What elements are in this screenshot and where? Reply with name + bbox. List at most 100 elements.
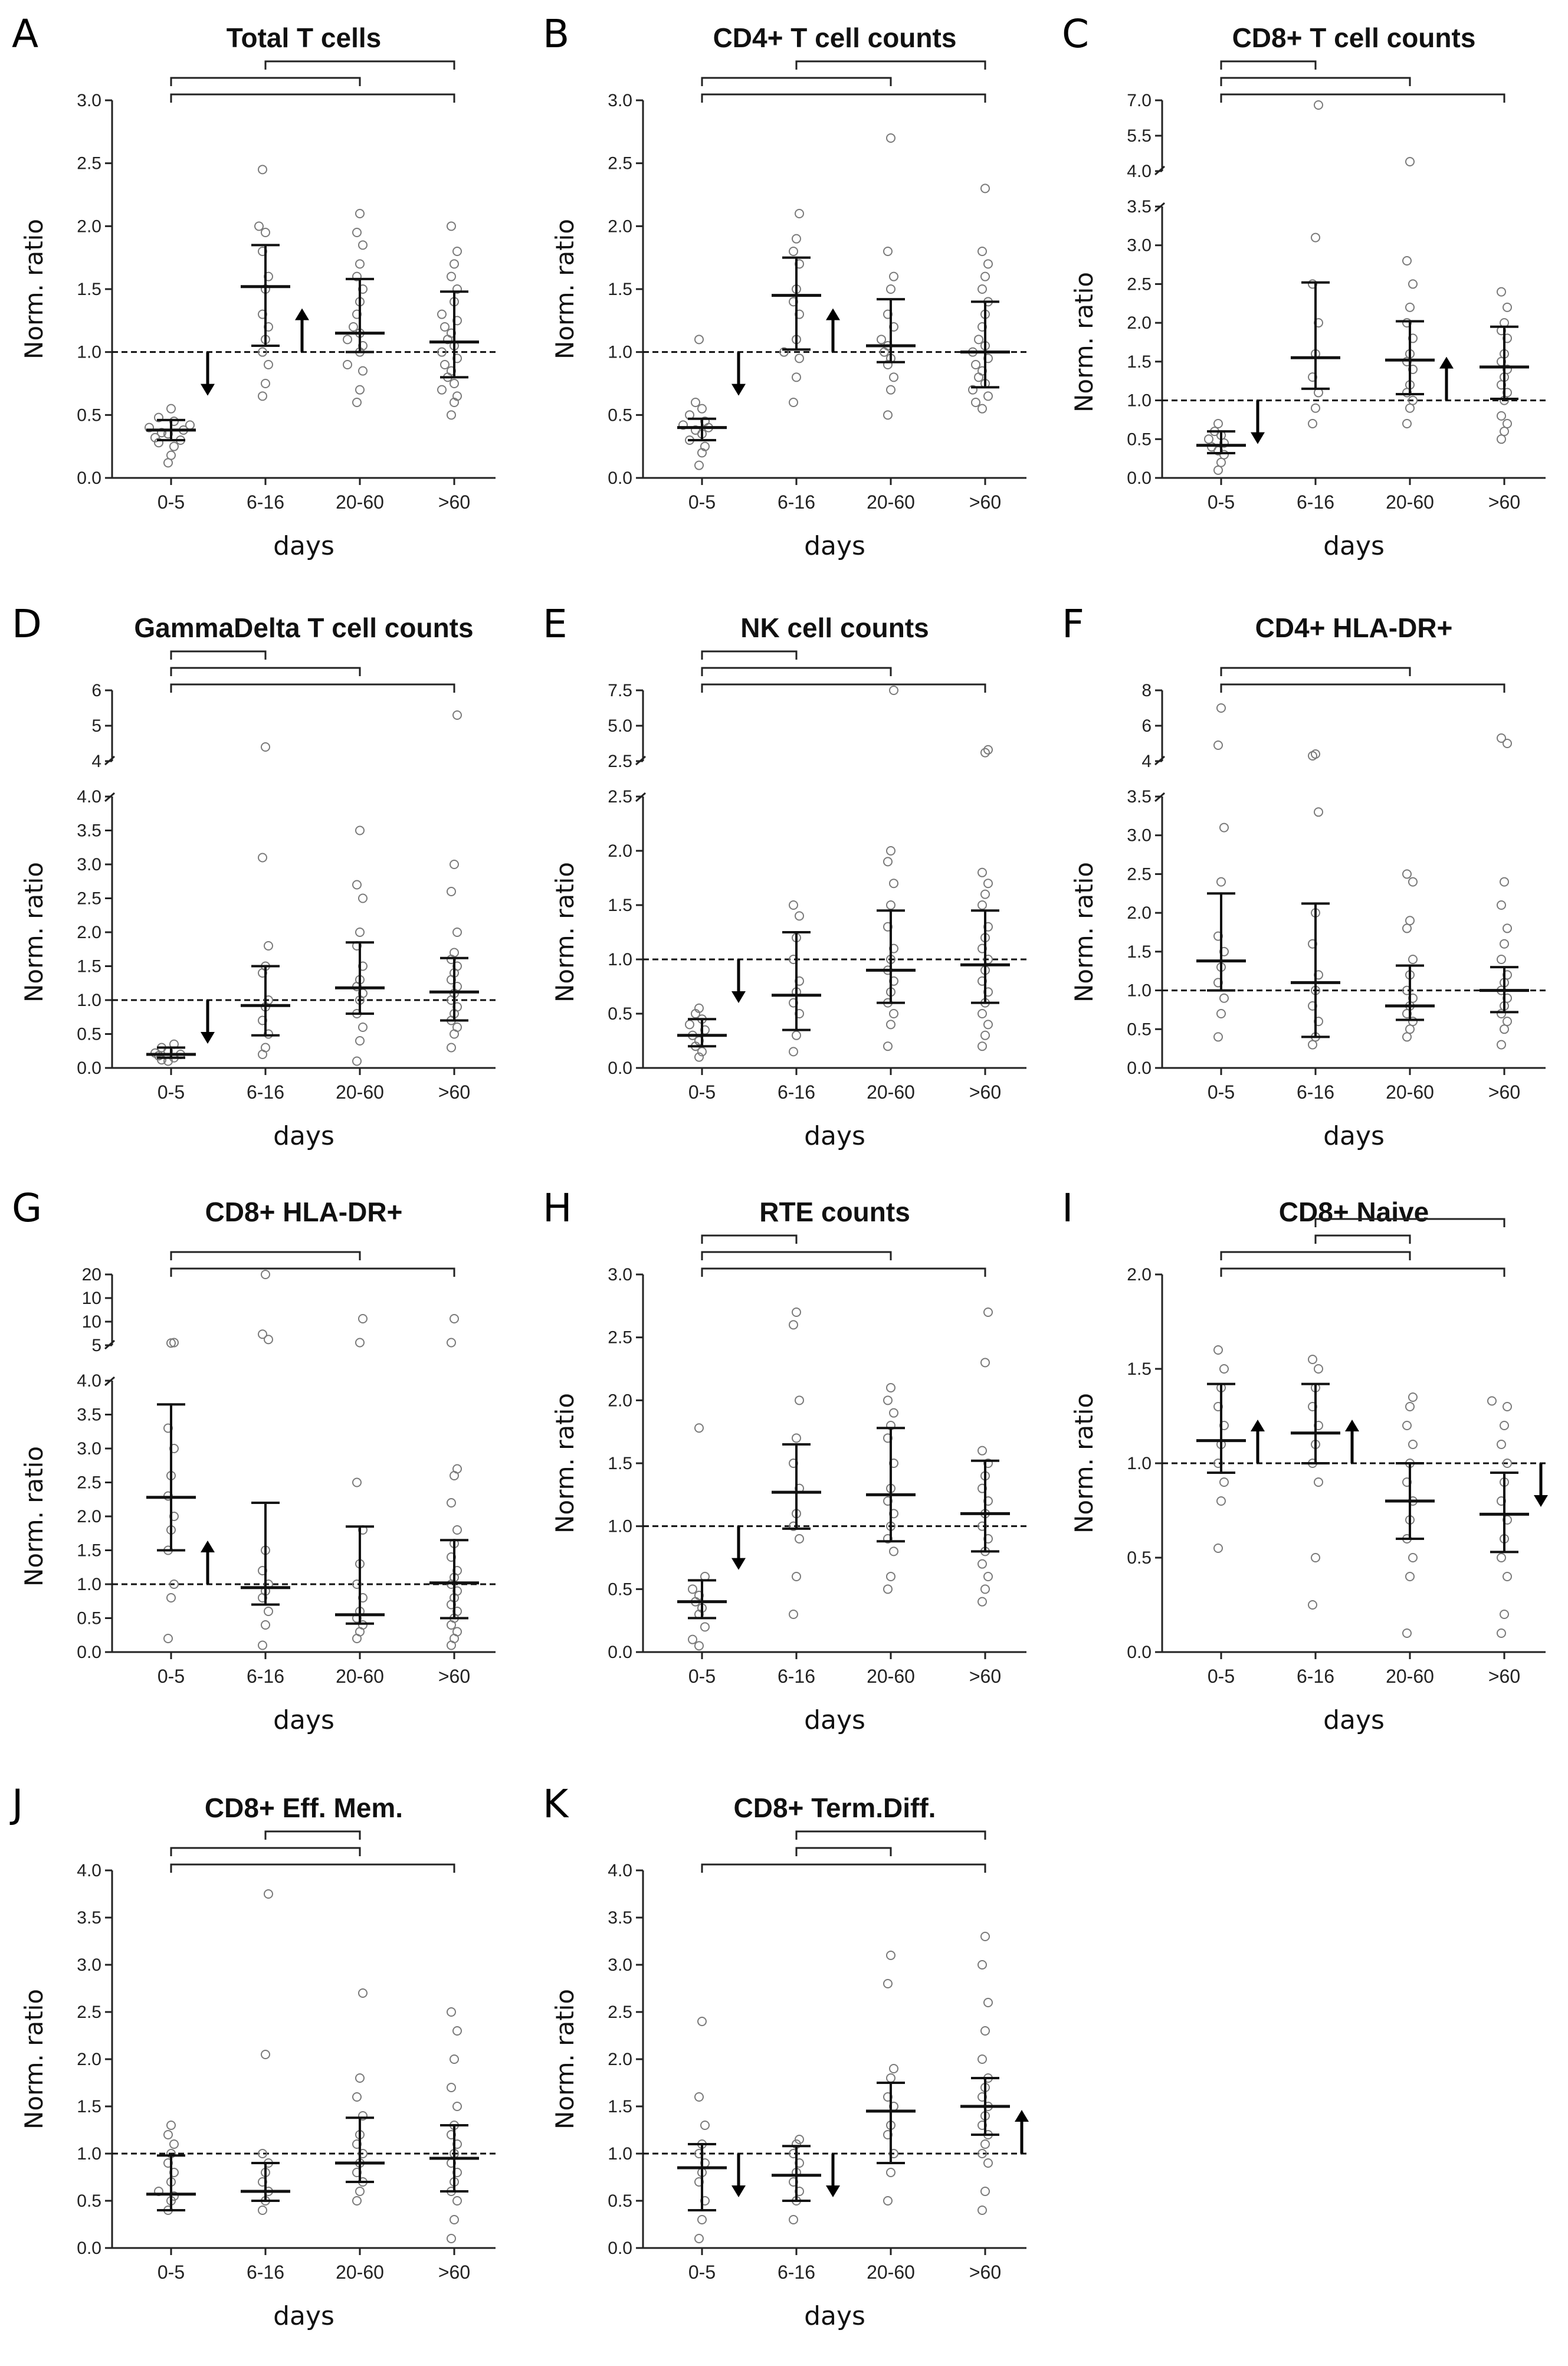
x-tick-label: 20-60 bbox=[336, 1082, 384, 1103]
data-point bbox=[694, 1641, 704, 1651]
data-point bbox=[889, 271, 898, 281]
y-tick-label: 1.5 bbox=[608, 896, 632, 915]
data-point bbox=[261, 742, 270, 752]
y-tick-label: 3.5 bbox=[1127, 197, 1152, 217]
chart-J: J CD8+ Eff. Mem. Norm. ratio 0.0 0.5 1.0 1.5 2.… bbox=[9, 1781, 496, 2331]
data-point bbox=[974, 335, 983, 345]
data-point bbox=[1405, 1402, 1415, 1411]
data-point bbox=[1500, 1024, 1509, 1034]
panel-letter: C bbox=[1062, 11, 1089, 57]
y-tick-label: 5.5 bbox=[1127, 126, 1152, 146]
data-point bbox=[1497, 900, 1506, 910]
data-point bbox=[264, 1607, 273, 1616]
y-tick-label: 0.5 bbox=[77, 405, 101, 425]
significance-bracket bbox=[701, 667, 892, 676]
data-point bbox=[983, 745, 993, 755]
data-point bbox=[1213, 1032, 1223, 1042]
data-point bbox=[358, 366, 368, 376]
y-tick-label: 0.0 bbox=[608, 1059, 632, 1078]
x-tick-label: 6-16 bbox=[778, 491, 815, 513]
significance-bracket bbox=[170, 667, 361, 676]
chart-title: CD8+ Eff. Mem. bbox=[205, 1792, 403, 1823]
x-tick-label: 6-16 bbox=[1297, 1082, 1334, 1103]
data-point bbox=[977, 1960, 987, 1970]
y-tick-label: 2.5 bbox=[608, 154, 632, 173]
data-point bbox=[1408, 1440, 1418, 1449]
y-tick-label: 0.5 bbox=[608, 1579, 632, 1599]
trend-arrow-head bbox=[201, 384, 215, 396]
y-tick-label: 0.0 bbox=[608, 1643, 632, 1662]
data-point bbox=[261, 1270, 270, 1279]
y-tick-label: 2.0 bbox=[608, 841, 632, 861]
data-point bbox=[452, 1627, 462, 1637]
data-point bbox=[977, 1446, 987, 1456]
significance-bracket bbox=[795, 1830, 986, 1840]
x-axis-label: days bbox=[273, 2301, 334, 2331]
y-tick-label: 3.5 bbox=[608, 1908, 632, 1928]
chart-title: GammaDelta T cell counts bbox=[134, 612, 473, 643]
data-point bbox=[1314, 1477, 1323, 1487]
chart-title: CD8+ HLA-DR+ bbox=[205, 1197, 403, 1227]
data-point bbox=[980, 1584, 990, 1594]
data-point bbox=[1402, 1032, 1412, 1042]
data-point bbox=[447, 1338, 456, 1348]
data-point bbox=[1213, 419, 1223, 428]
y-tick-label: 1.5 bbox=[1127, 1359, 1152, 1379]
y-tick-label: 3.0 bbox=[77, 1439, 101, 1459]
data-point bbox=[169, 441, 179, 451]
x-tick-label: >60 bbox=[438, 1082, 470, 1103]
data-point bbox=[1408, 1392, 1418, 1402]
y-tick-label: 2.5 bbox=[77, 1473, 101, 1493]
significance-bracket bbox=[701, 1234, 798, 1244]
significance-bracket bbox=[1220, 1267, 1505, 1277]
data-point bbox=[452, 2102, 462, 2111]
data-point bbox=[977, 404, 987, 414]
trend-arrow-head bbox=[731, 384, 746, 396]
data-point bbox=[1497, 1040, 1506, 1050]
significance-bracket bbox=[1220, 93, 1505, 103]
data-point bbox=[883, 857, 893, 867]
significance-bracket bbox=[1220, 77, 1411, 86]
panel-letter: D bbox=[12, 601, 42, 647]
data-point bbox=[1487, 1396, 1497, 1406]
data-point bbox=[440, 360, 450, 369]
data-point bbox=[1497, 1628, 1506, 1638]
data-point bbox=[688, 1634, 697, 1644]
data-point bbox=[977, 1559, 987, 1569]
data-point bbox=[1308, 1355, 1317, 1364]
data-point bbox=[795, 353, 804, 363]
y-tick-label: 1.0 bbox=[77, 1575, 101, 1594]
data-point bbox=[447, 271, 456, 281]
y-tick-label: 8 bbox=[1141, 681, 1152, 700]
y-tick-label: 0.0 bbox=[77, 1643, 101, 1662]
y-tick-label: 3.5 bbox=[77, 821, 101, 841]
y-tick-label: 0.0 bbox=[77, 2239, 101, 2258]
x-tick-label: >60 bbox=[969, 2262, 1001, 2283]
y-tick-label: 2.0 bbox=[77, 923, 101, 942]
data-point bbox=[1405, 403, 1415, 413]
data-point bbox=[450, 259, 459, 269]
data-point bbox=[343, 360, 352, 369]
data-point bbox=[1497, 955, 1506, 964]
data-point bbox=[883, 1979, 893, 1988]
data-point bbox=[1503, 923, 1512, 933]
data-point bbox=[352, 1477, 362, 1487]
data-point bbox=[1314, 807, 1323, 817]
y-tick-label: 4 bbox=[1141, 752, 1152, 771]
data-point bbox=[1213, 740, 1223, 750]
data-point bbox=[261, 2050, 270, 2059]
significance-bracket bbox=[170, 683, 455, 693]
data-point bbox=[1308, 419, 1317, 428]
y-tick-label: 0.0 bbox=[1127, 1643, 1152, 1662]
y-tick-label: 3.5 bbox=[1127, 787, 1152, 807]
significance-bracket bbox=[170, 1847, 361, 1856]
trend-arrow-head bbox=[1439, 356, 1454, 369]
data-point bbox=[795, 209, 804, 218]
x-tick-label: 20-60 bbox=[1386, 491, 1434, 513]
data-point bbox=[452, 1525, 462, 1535]
data-point bbox=[883, 1584, 893, 1594]
data-point bbox=[980, 271, 990, 281]
data-point bbox=[795, 1395, 804, 1405]
y-tick-label: 4.0 bbox=[77, 1371, 101, 1391]
data-point bbox=[166, 1338, 176, 1348]
